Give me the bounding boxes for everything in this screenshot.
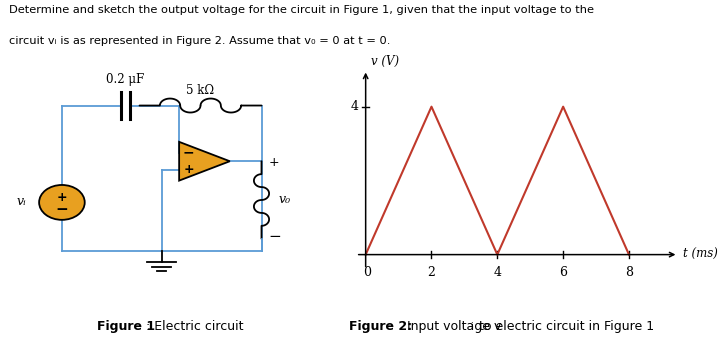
Text: 5 kΩ: 5 kΩ — [186, 84, 215, 97]
Text: circuit vᵢ is as represented in Figure 2. Assume that v₀ = 0 at t = 0.: circuit vᵢ is as represented in Figure 2… — [9, 36, 390, 46]
Text: −: − — [183, 146, 194, 160]
Text: 0.2 μF: 0.2 μF — [106, 73, 145, 86]
Text: v₀: v₀ — [279, 193, 291, 207]
Text: i: i — [470, 322, 473, 333]
Text: Determine and sketch the output voltage for the circuit in Figure 1, given that : Determine and sketch the output voltage … — [9, 5, 593, 15]
Text: +: + — [184, 163, 194, 176]
Text: 2: 2 — [428, 266, 436, 279]
Text: 8: 8 — [625, 266, 633, 279]
Text: −: − — [55, 202, 68, 217]
Text: vᵢ: vᵢ — [17, 195, 27, 208]
Text: Input voltage v: Input voltage v — [403, 320, 502, 333]
Text: v (V): v (V) — [371, 55, 399, 68]
Text: Figure 1: Figure 1 — [97, 320, 156, 333]
Text: −: − — [269, 229, 282, 244]
Text: to electric circuit in Figure 1: to electric circuit in Figure 1 — [475, 320, 654, 333]
Circle shape — [39, 185, 85, 220]
Text: 0: 0 — [364, 266, 372, 279]
Text: t (ms): t (ms) — [683, 248, 718, 261]
Text: +: + — [57, 191, 67, 203]
Text: 4: 4 — [351, 100, 359, 113]
Polygon shape — [179, 142, 230, 181]
Text: +: + — [269, 156, 279, 169]
Text: 4: 4 — [493, 266, 501, 279]
Text: 6: 6 — [559, 266, 567, 279]
Text: : Electric circuit: : Electric circuit — [146, 320, 243, 333]
Text: Figure 2:: Figure 2: — [349, 320, 413, 333]
